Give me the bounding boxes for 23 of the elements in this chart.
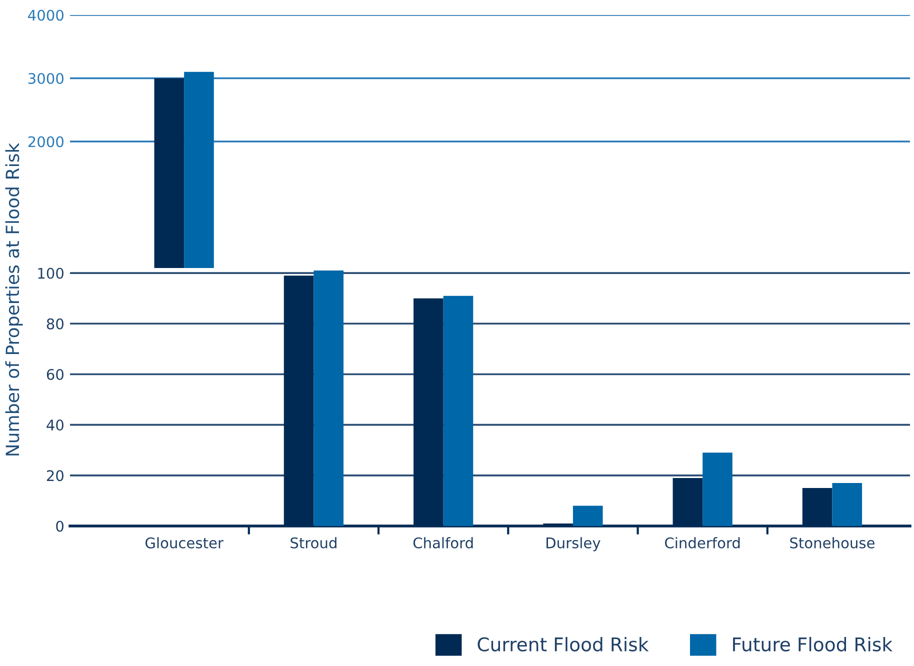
bar bbox=[443, 296, 474, 526]
x-tick-label: Dursley bbox=[546, 537, 600, 552]
x-tick-label: Stroud bbox=[290, 537, 336, 548]
y-axis-title: Number of Properties at Flood Risk bbox=[5, 142, 23, 456]
y-tick-label: 80 bbox=[46, 318, 64, 330]
y-tick-label: 40 bbox=[46, 420, 64, 431]
x-tick-label: Stonehouse bbox=[790, 537, 874, 548]
y-tick-label: 0 bbox=[56, 520, 64, 532]
y-tick-label: 4000 bbox=[28, 10, 64, 21]
y-tick-label: 100 bbox=[38, 268, 64, 279]
y-tick-label: 20 bbox=[46, 470, 64, 482]
x-tick-label: Gloucester bbox=[145, 537, 224, 548]
y-tick-label: 60 bbox=[46, 368, 64, 380]
bar bbox=[572, 506, 603, 526]
legend-label: Future Flood Risk bbox=[733, 636, 893, 652]
bar bbox=[702, 452, 732, 526]
x-tick-label: Cinderford bbox=[665, 537, 740, 548]
bar bbox=[832, 483, 862, 526]
bar bbox=[314, 270, 344, 526]
x-tick-label: Chalford bbox=[413, 537, 473, 548]
legend-label: Current Flood Risk bbox=[478, 636, 649, 652]
y-tick-label: 3000 bbox=[28, 72, 64, 84]
y-tick-label: 2000 bbox=[28, 136, 64, 148]
